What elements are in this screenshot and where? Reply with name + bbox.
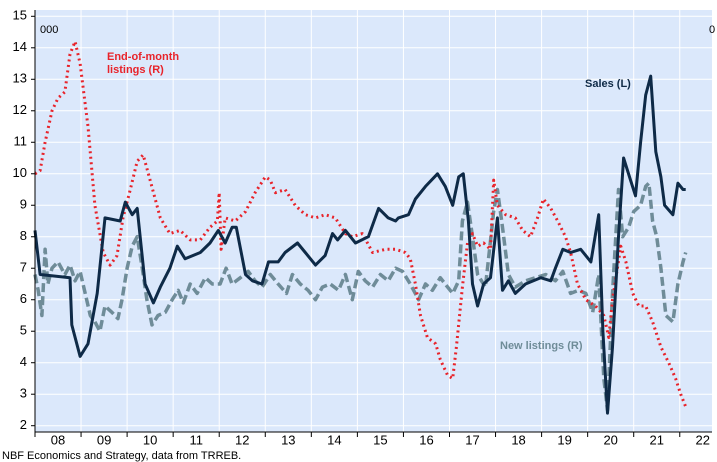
x-tick-label: 14 — [327, 432, 341, 447]
x-tick-label: 18 — [511, 432, 525, 447]
y-tick-label: 11 — [14, 134, 28, 149]
x-tick-label: 11 — [189, 432, 203, 447]
y-tick-label: 14 — [13, 39, 27, 54]
x-tick-label: 22 — [696, 432, 710, 447]
unit-label-right: 0 — [709, 24, 715, 36]
series-annotation: End-of-month listings (R) — [107, 51, 180, 76]
source-note: NBF Economics and Strategy, data from TR… — [2, 450, 241, 462]
y-tick-label: 7 — [20, 260, 27, 275]
x-tick-label: 19 — [557, 432, 571, 447]
y-tick-label: 15 — [13, 8, 27, 23]
y-tick-label: 8 — [20, 228, 27, 243]
y-tick-label: 13 — [13, 71, 27, 86]
series-annotation: New listings (R) — [500, 340, 583, 352]
series-annotation: Sales (L) — [585, 78, 631, 90]
x-tick-label: 08 — [51, 432, 65, 447]
y-tick-label: 5 — [20, 323, 27, 338]
x-tick-label: 15 — [373, 432, 387, 447]
series-line — [33, 181, 688, 412]
y-tick-label: 6 — [20, 291, 27, 306]
y-tick-label: 3 — [20, 386, 27, 401]
y-tick-label: 10 — [13, 165, 27, 180]
x-tick-label: 16 — [419, 432, 433, 447]
x-tick-label: 12 — [235, 432, 249, 447]
x-tick-label: 09 — [97, 432, 111, 447]
x-tick-label: 13 — [281, 432, 295, 447]
x-tick-label: 21 — [650, 432, 664, 447]
x-tick-label: 10 — [143, 432, 157, 447]
y-tick-label: 12 — [13, 102, 27, 117]
x-tick-label: 20 — [603, 432, 617, 447]
series-line — [34, 40, 688, 408]
y-tick-label: 9 — [20, 197, 27, 212]
series-line — [33, 74, 686, 415]
y-tick-label: 4 — [20, 354, 27, 369]
y-tick-label: 2 — [20, 417, 27, 432]
x-tick-label: 17 — [465, 432, 479, 447]
unit-label-left: 000 — [40, 24, 58, 36]
